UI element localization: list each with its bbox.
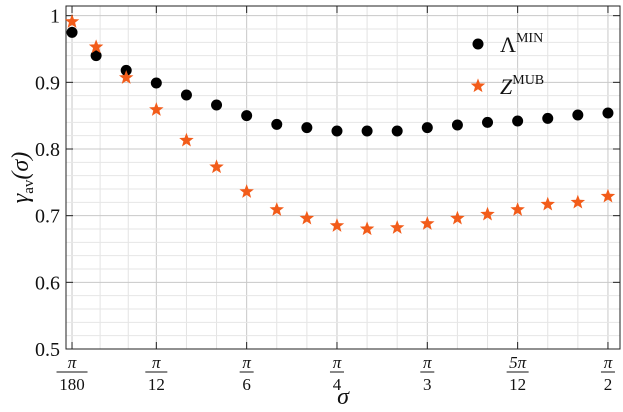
star-point [64, 14, 80, 28]
legend-label: ΛMIN [500, 31, 543, 57]
x-tick-denominator: 12 [509, 375, 526, 394]
y-axis-label: γav(σ) [8, 152, 37, 203]
x-tick-numerator: π [604, 353, 613, 372]
x-tick-denominator: 2 [604, 375, 613, 394]
y-tick-label: 0.8 [35, 139, 60, 161]
x-tick-numerator: π [423, 353, 432, 372]
circle-point [572, 109, 584, 121]
star-point [450, 210, 465, 225]
y-tick-label: 0.5 [35, 339, 60, 361]
star-point [600, 188, 616, 203]
plot-frame [65, 5, 621, 350]
circle-point [271, 118, 283, 130]
circle-point [482, 116, 494, 128]
legend-label: ZMUB [500, 73, 544, 99]
star-point [118, 70, 134, 84]
circle-point [66, 26, 78, 38]
circle-point [602, 107, 614, 119]
x-tick-denominator: 6 [242, 375, 251, 394]
star-point [209, 159, 224, 174]
star-point [239, 184, 254, 198]
x-tick-denominator: 3 [423, 375, 432, 394]
star-point [540, 196, 555, 211]
circle-point [211, 99, 223, 111]
circle-point [180, 89, 192, 101]
x-tick-label: π4 [329, 353, 344, 394]
data-marks [64, 14, 616, 236]
grid-layer [66, 6, 620, 350]
legend: ΛMIN ZMUB [470, 31, 544, 99]
x-tick-denominator: 12 [148, 375, 165, 394]
star-point [570, 194, 586, 209]
x-tick-denominator: 180 [59, 375, 85, 394]
star-point [179, 132, 194, 147]
circle-point [451, 119, 463, 131]
circle-point [391, 125, 403, 137]
x-tick-numerator: π [68, 353, 77, 372]
legend-marker [472, 38, 484, 50]
x-axis-label: σ [337, 384, 350, 410]
star-point [299, 210, 315, 225]
y-tick-label: 0.9 [35, 72, 60, 94]
circle-point [542, 112, 554, 124]
y-tick-label: 0.7 [35, 206, 60, 228]
circle-point [90, 50, 102, 62]
x-tick-numerator: π [242, 353, 251, 372]
circle-point [241, 110, 253, 122]
star-point [149, 102, 164, 116]
series-min [66, 26, 614, 137]
legend-entry: ZMUB [470, 73, 544, 99]
x-tick-label: π2 [600, 353, 615, 394]
x-tick-numerator: π [333, 353, 342, 372]
series-mub [64, 14, 616, 236]
legend-marker [470, 78, 486, 93]
x-tick-label: π6 [239, 353, 254, 394]
x-tick-numerator: 5π [509, 353, 527, 372]
x-tick-label: π 12 [145, 353, 168, 394]
legend-entry: ΛMIN [472, 31, 543, 57]
star-point [329, 218, 345, 232]
star-point [359, 221, 375, 236]
x-tick-numerator: π [152, 353, 161, 372]
circle-point [301, 122, 313, 134]
x-tick-label: π3 [420, 353, 435, 394]
star-point [510, 202, 525, 216]
star-point [389, 220, 405, 234]
y-tick-label: 1 [50, 6, 60, 28]
circle-point [512, 115, 524, 127]
axis-labels: σ γav(σ) [8, 152, 350, 410]
circle-point [361, 125, 373, 137]
circle-point [421, 122, 433, 134]
circle-point [331, 125, 343, 137]
star-point [269, 202, 284, 216]
circle-point [150, 77, 162, 89]
y-tick-label: 0.6 [35, 272, 60, 294]
x-tick-label: π 180 [56, 353, 88, 394]
star-point [480, 206, 495, 221]
star-point [88, 39, 104, 54]
x-tick-denominator: 4 [333, 375, 342, 394]
star-point [420, 216, 435, 230]
